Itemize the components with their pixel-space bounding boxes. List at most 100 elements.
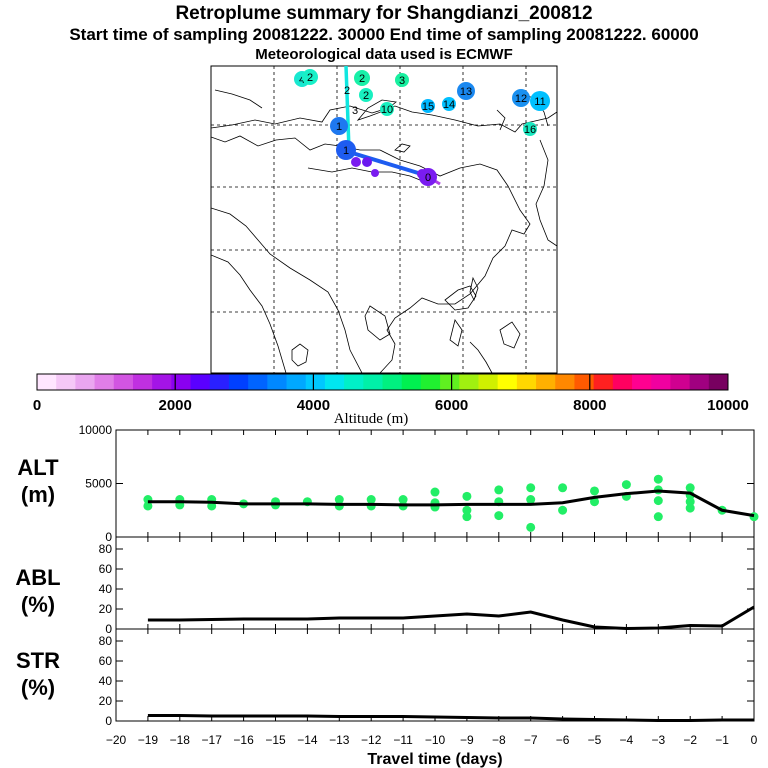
cluster-marker: 2 xyxy=(302,69,318,85)
cluster-circle xyxy=(354,70,370,86)
y-tick-label: 0 xyxy=(105,622,112,636)
time-series-panels: 0500010000ALT(m)020406080ABL(%)020406080… xyxy=(15,423,759,768)
abl-panel-label: ABL xyxy=(15,565,60,590)
trajectory-dot xyxy=(362,157,372,167)
colorbar-cell xyxy=(171,374,192,390)
trajectory-dot xyxy=(371,169,379,177)
alt-scatter-point xyxy=(749,512,759,522)
cluster-circle xyxy=(523,122,537,136)
cluster-marker: 16 xyxy=(523,122,537,136)
cluster-circle xyxy=(442,97,456,111)
colorbar-cell xyxy=(516,374,537,390)
cluster-marker: 10 xyxy=(380,102,394,116)
alt-scatter-point xyxy=(590,486,599,496)
colorbar-cell xyxy=(708,374,729,390)
x-tick-label: −10 xyxy=(425,733,446,747)
colorbar-cell xyxy=(612,374,633,390)
colorbar-cell xyxy=(459,374,479,390)
cluster-label: 2 xyxy=(344,85,350,97)
y-tick-label: 10000 xyxy=(79,423,113,437)
colorbar-cell xyxy=(632,374,652,390)
str-unit-label: (%) xyxy=(21,675,55,700)
cluster-label: 1 xyxy=(336,121,342,133)
cluster-marker: 1 xyxy=(336,140,356,160)
alt-mean-line xyxy=(147,489,755,518)
cluster-marker: 3 xyxy=(395,73,409,87)
cluster-circle xyxy=(302,69,318,85)
alt-scatter-point xyxy=(430,487,440,497)
alt-scatter-point xyxy=(685,483,695,493)
colorbar-cell xyxy=(670,374,691,390)
cluster-label: 3 xyxy=(399,75,405,87)
colorbar-cell xyxy=(37,374,57,390)
cluster-label: 10 xyxy=(381,104,393,116)
x-tick-label: −12 xyxy=(361,733,382,747)
colorbar-cell xyxy=(75,374,96,390)
colorbar-cell xyxy=(152,374,172,390)
alt-scatter-point xyxy=(558,505,568,515)
colorbar-cell xyxy=(555,374,575,390)
colorbar-cell xyxy=(689,374,710,390)
alt-scatter-point xyxy=(494,485,504,495)
alt-scatter-point xyxy=(143,501,153,511)
colorbar-cell xyxy=(94,374,115,390)
cluster-label: 12 xyxy=(515,93,527,105)
colorbar-cell xyxy=(209,374,230,390)
colorbar-cell xyxy=(132,374,153,390)
colorbar-cell xyxy=(420,374,441,390)
colorbar-cell xyxy=(382,374,403,390)
colorbar-tick-label: 8000 xyxy=(573,397,606,414)
x-axis-label: Travel time (days) xyxy=(367,751,502,768)
x-tick-label: −16 xyxy=(233,733,254,747)
colorbar-cell xyxy=(305,374,326,390)
alt-scatter-point xyxy=(398,495,408,505)
y-tick-label: 5000 xyxy=(85,477,112,491)
cluster-label: 13 xyxy=(460,86,472,98)
trajectory-dot xyxy=(351,157,361,167)
sampling-time-line: Start time of sampling 20081222. 30000 E… xyxy=(69,25,699,44)
x-tick-label: −6 xyxy=(556,733,570,747)
x-tick-label: −5 xyxy=(588,733,602,747)
colorbar-cell xyxy=(113,374,134,390)
alt-scatter-point xyxy=(366,501,376,511)
y-tick-label: 40 xyxy=(99,582,113,596)
colorbar-cell xyxy=(324,374,345,390)
str-panel: 0 20 40 60 80 STR(%) xyxy=(16,628,755,728)
y-tick-label: 20 xyxy=(99,602,113,616)
y-tick-label: 40 xyxy=(99,674,113,688)
x-tick-label: −8 xyxy=(492,733,506,747)
cluster-marker: 0 xyxy=(419,168,437,186)
y-tick-label: 60 xyxy=(99,562,113,576)
y-tick-label: 0 xyxy=(105,714,112,728)
alt-scatter-point xyxy=(526,522,536,532)
alt-scatter-point xyxy=(494,511,504,521)
y-tick-label: 20 xyxy=(99,694,113,708)
x-tick-label: −1 xyxy=(715,733,729,747)
colorbar-cell xyxy=(651,374,671,390)
abl-unit-label: (%) xyxy=(21,592,55,617)
cluster-label: 3 xyxy=(352,105,358,117)
cluster-marker: 11 xyxy=(530,91,550,111)
cluster-marker: 3 xyxy=(352,105,358,117)
panel-frame xyxy=(115,628,755,722)
alt-panel-label: ALT xyxy=(17,455,59,480)
colorbar-cell xyxy=(401,374,422,390)
cluster-label: 16 xyxy=(524,124,536,136)
map-gridlines xyxy=(211,66,557,373)
x-tick-label: −11 xyxy=(393,733,413,747)
trajectory-line-cyan xyxy=(344,66,351,151)
cluster-circle xyxy=(380,102,394,116)
colorbar-cell xyxy=(497,374,518,390)
cluster-label: 14 xyxy=(443,99,455,111)
cluster-label: 0 xyxy=(425,172,431,184)
alt-scatter-point xyxy=(685,497,695,507)
cluster-label: 2 xyxy=(307,72,313,84)
y-tick-label: 80 xyxy=(99,634,113,648)
x-tick-label: −18 xyxy=(170,733,191,747)
colorbar-tick-label: 0 xyxy=(33,397,41,414)
cluster-circle xyxy=(457,82,475,100)
cluster-marker: 1 xyxy=(330,117,348,135)
cluster-marker: 2 xyxy=(359,88,373,102)
